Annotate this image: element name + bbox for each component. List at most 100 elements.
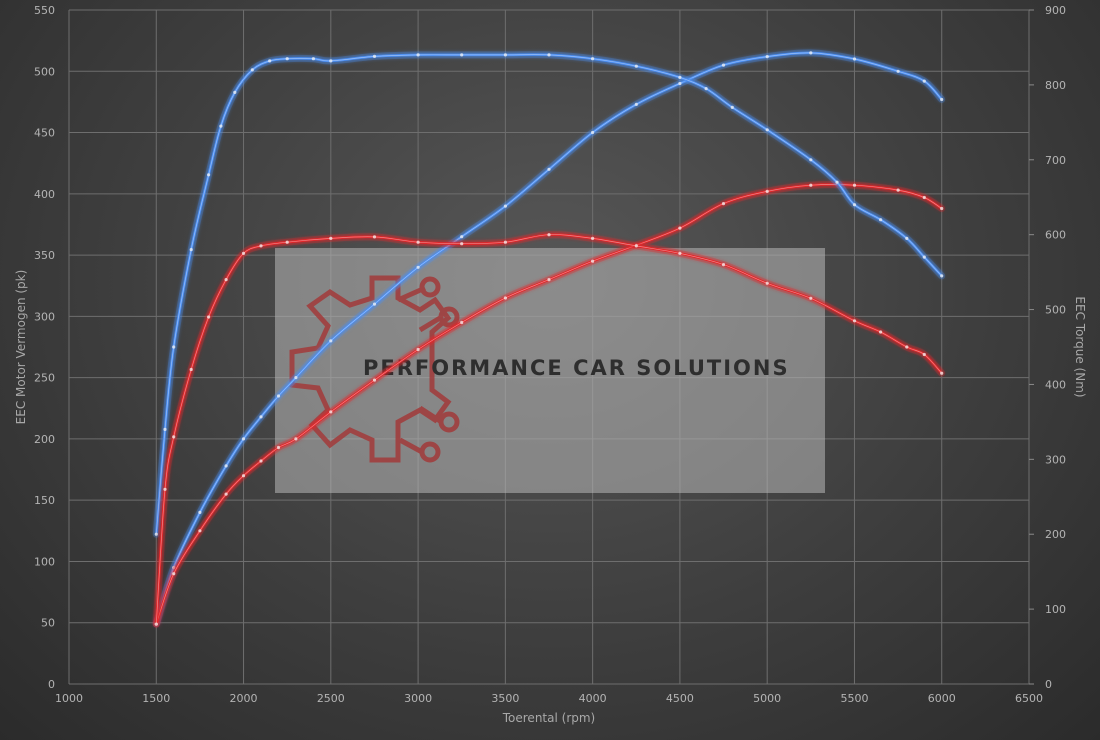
x-axis-title: Toerental (rpm) [502, 711, 595, 725]
series-point [460, 53, 464, 57]
x-tick-label: 5000 [753, 692, 781, 705]
series-point [241, 474, 246, 478]
series-point [940, 206, 944, 211]
series-point [416, 347, 420, 352]
series-point [198, 510, 202, 514]
y-left-tick-label: 150 [34, 494, 55, 507]
series-point [285, 57, 289, 61]
series-point [372, 235, 377, 239]
series-point [503, 240, 507, 244]
y-right-tick-label: 0 [1045, 678, 1052, 691]
series-point [765, 189, 769, 193]
series-point [460, 235, 464, 239]
series-point [460, 242, 464, 246]
y-right-tick-label: 400 [1045, 378, 1066, 391]
series-point [852, 319, 857, 323]
x-tick-label: 2000 [230, 692, 258, 705]
y-left-tick-label: 450 [34, 127, 55, 140]
series-point [154, 532, 158, 536]
series-point [879, 330, 883, 334]
y-axis-left-title: EEC Motor Vermogen (pk) [14, 270, 28, 425]
series-point [922, 255, 926, 259]
series-line [155, 51, 943, 626]
series-point [634, 64, 638, 68]
x-tick-label: 6000 [928, 692, 956, 705]
series-point [678, 75, 682, 79]
series-line [155, 183, 943, 626]
series-point [207, 315, 211, 319]
series-point [765, 281, 769, 285]
y-axis-right-title: EEC Torque (Nm) [1073, 296, 1087, 397]
series-point [189, 248, 193, 252]
series-point [294, 376, 298, 380]
series-point [879, 218, 883, 222]
series-point [154, 622, 158, 626]
series-point [678, 251, 682, 255]
y-left-tick-label: 400 [34, 188, 55, 201]
series-point [591, 130, 595, 135]
series-point [721, 63, 726, 67]
series-point [940, 274, 944, 278]
series-point [852, 57, 857, 61]
series-point [285, 240, 289, 244]
series-point [372, 54, 377, 59]
series-point [905, 236, 909, 240]
series-point [835, 180, 839, 184]
series-point [765, 128, 769, 132]
series-line-core [155, 184, 942, 625]
series-point [241, 437, 246, 441]
series-point [259, 459, 263, 463]
series-point [172, 345, 176, 349]
series-point [416, 240, 420, 244]
series-point [634, 102, 638, 106]
series-point [547, 278, 551, 282]
series-point [207, 173, 211, 177]
x-tick-label: 5500 [840, 692, 868, 705]
series-line-core [155, 52, 942, 625]
series-point [172, 572, 176, 576]
x-tick-label: 4500 [666, 692, 694, 705]
watermark: PERFORMANCE CAR SOLUTIONS [275, 248, 825, 493]
x-tick-label: 4000 [579, 692, 607, 705]
y-right-tick-label: 200 [1045, 528, 1066, 541]
series-point [329, 410, 333, 414]
series-point [276, 394, 281, 398]
series-point [329, 236, 333, 240]
gear-circuit-logo-icon [289, 275, 460, 463]
y-left-tick-label: 500 [34, 65, 55, 78]
series-point [809, 158, 813, 162]
series-point [809, 183, 813, 187]
series-point [294, 437, 298, 441]
x-tick-label: 2500 [317, 692, 345, 705]
series-point [940, 97, 944, 102]
watermark-panel [275, 248, 825, 493]
series-point [163, 427, 167, 431]
y-left-tick-label: 250 [34, 372, 55, 385]
series-point [163, 487, 167, 491]
series-point [591, 259, 595, 263]
series-point [198, 529, 202, 533]
series-point [329, 339, 333, 343]
y-left-tick-label: 0 [48, 678, 55, 691]
y-left-tick-label: 50 [41, 617, 55, 630]
series-point [241, 251, 246, 255]
series-point [172, 566, 176, 570]
series-point [460, 320, 464, 325]
x-tick-label: 1000 [55, 692, 83, 705]
y-right-tick-label: 900 [1045, 4, 1066, 17]
y-right-tick-label: 300 [1045, 453, 1066, 466]
series-point [329, 59, 333, 63]
x-tick-label: 6500 [1015, 692, 1043, 705]
series-point [547, 167, 551, 171]
series-point [189, 367, 193, 372]
series-point [852, 203, 857, 207]
series-line [155, 233, 943, 626]
series-point [503, 204, 507, 208]
series-point [922, 195, 926, 200]
series-point [503, 296, 507, 300]
series-point [852, 183, 857, 187]
series-point [922, 352, 926, 357]
series-point [372, 302, 377, 306]
series-point [268, 59, 272, 63]
series-point [905, 345, 909, 349]
